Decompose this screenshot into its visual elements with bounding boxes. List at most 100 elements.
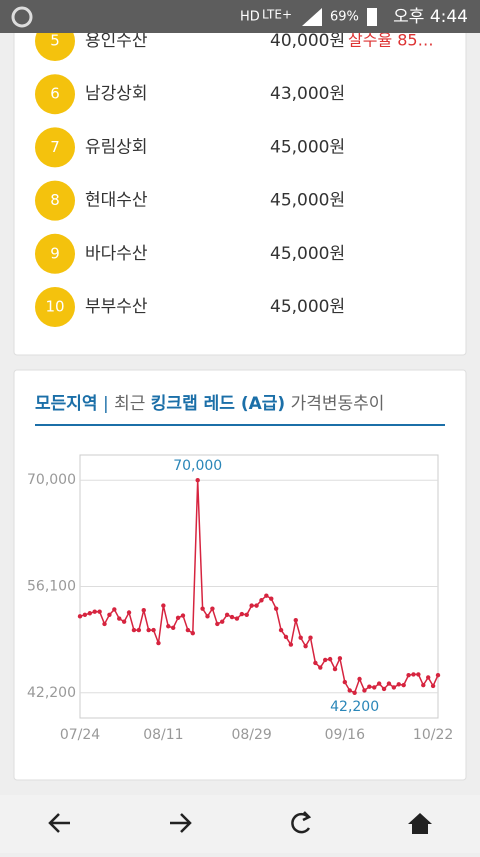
price-point [396,682,401,687]
price-point [146,627,151,633]
price-point [288,642,294,647]
title-separator: | [103,394,109,414]
battery-icon [367,8,377,26]
price-point [273,606,279,611]
reload-button[interactable] [291,811,312,834]
chart-title: 모든지역 | 최근 킹크랩 레드 (A급) 가격변동추이 [35,394,384,414]
price-point [411,672,416,677]
x-tick-label: 07/24 [60,727,100,743]
price-point [220,619,225,624]
price-point [195,478,200,483]
shop-name: 유림상회 [85,137,148,157]
x-tick-label: 09/16 [325,727,365,743]
back-button[interactable] [48,813,70,833]
price-list: 5 용인수산 40,000원 살수율 85… 6 남강상회 43,000원 7 유림상회 45,0… [35,21,434,327]
nav-bar [0,795,480,853]
price-point [372,685,377,690]
signal-icon [302,8,322,26]
price-point [82,612,88,617]
price-point [210,606,215,611]
price-point [416,672,421,677]
price-point [112,607,117,612]
price-point [362,688,367,693]
price-point [215,621,220,627]
title-product: 킹크랩 레드 (A급) [151,394,285,414]
price-point [401,682,406,688]
y-tick-label: 42,200 [27,685,76,701]
rank-badge [35,180,75,221]
price-point [244,612,249,617]
forward-button[interactable] [170,813,192,833]
price-point [249,603,254,608]
rank: 6 [50,85,60,103]
price-point [239,611,245,617]
price-point [259,598,264,603]
price-point [269,596,274,601]
price-point [136,627,142,633]
price-point [367,684,372,689]
price-point [190,630,195,636]
price-point [166,624,171,629]
price-point [298,635,303,640]
rank: 8 [50,191,60,209]
price: 45,000원 [270,297,345,317]
rank: 9 [50,244,60,262]
price: 40,000원 [270,31,345,51]
x-tick-label: 10/22 [413,727,453,743]
price-point [131,627,137,633]
price-point [425,675,431,680]
price-point [406,672,411,678]
rank: 5 [50,32,60,50]
rank-badge [35,233,75,274]
price-point [97,609,102,614]
price-point [318,665,323,670]
price: 45,000원 [270,137,345,157]
price-point [278,627,284,633]
price-point [161,603,166,608]
rank-badge [35,74,75,115]
price-point [117,616,122,621]
shop-name: 부부수산 [85,297,148,317]
price: 45,000원 [270,191,345,211]
title-suffix: 가격변동추이 [291,394,385,414]
price: 43,000원 [270,84,345,104]
value-label: 42,200 [330,699,379,715]
note: 살수율 85… [348,31,434,50]
rank-badge [35,287,75,327]
home-button[interactable] [408,813,432,834]
price-point [293,617,298,623]
price-point [126,610,132,615]
price-point [421,682,426,688]
y-tick-label: 56,100 [27,579,76,595]
price-point [283,634,289,640]
price-point [92,609,97,614]
price-point [332,666,338,672]
price-point [151,627,156,633]
shop-name: 용인수산 [85,31,148,51]
title-prefix: 최근 [114,394,145,414]
rank: 7 [50,138,60,156]
price-point [254,603,259,608]
shop-name: 바다수산 [85,244,148,264]
price-point [391,685,397,690]
price-point [264,593,269,598]
price-point [200,606,205,611]
price-point [229,614,235,620]
price-point [170,625,176,630]
price-point [381,686,387,692]
price-point [303,643,308,649]
title-region: 모든지역 [35,394,98,414]
price-point [308,635,313,640]
rank-badge [35,127,75,168]
price-point [234,616,240,621]
price-point [141,608,146,613]
price-point [357,676,362,682]
price-point [342,679,348,685]
price-point [347,688,352,693]
price-point [337,656,343,661]
price-point [435,672,441,678]
price-point [376,681,382,686]
price-point [205,614,210,619]
